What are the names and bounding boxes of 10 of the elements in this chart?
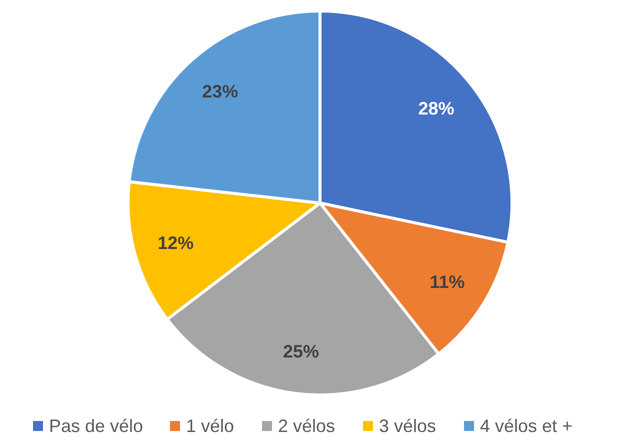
legend-label: Pas de vélo (49, 416, 144, 436)
data-label: 12% (158, 232, 194, 253)
legend-label: 1 vélo (186, 416, 234, 436)
data-label: 23% (202, 81, 238, 102)
legend-label: 2 vélos (278, 416, 336, 436)
data-label: 11% (430, 272, 465, 292)
legend-label: 4 vélos et + (480, 416, 573, 436)
data-label: 28% (418, 98, 454, 119)
data-label: 25% (283, 342, 320, 362)
legend-label: 3 vélos (379, 416, 436, 436)
